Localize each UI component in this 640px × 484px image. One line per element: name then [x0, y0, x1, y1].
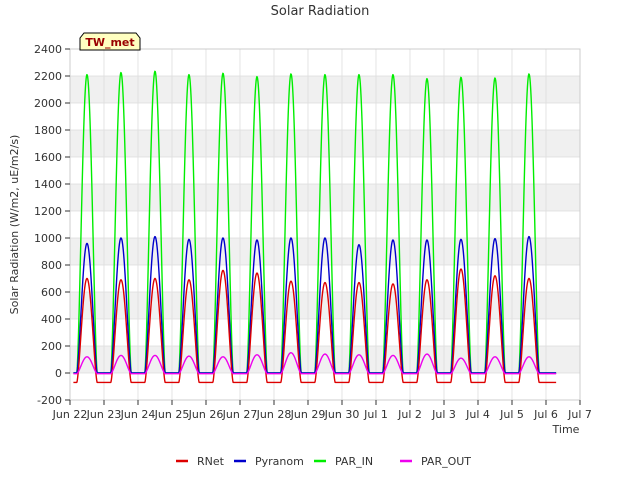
grid-band — [70, 76, 580, 103]
x-tick-label: Jun 28 — [256, 408, 292, 421]
grid-band — [70, 292, 580, 319]
legend-label-rnet: RNet — [197, 455, 225, 468]
y-tick-label: 400 — [41, 313, 62, 326]
x-tick-label: Jun 22 — [52, 408, 88, 421]
x-tick-label: Jul 5 — [499, 408, 524, 421]
y-tick-label: 0 — [55, 367, 62, 380]
y-axis: -200 0 200 400 600 800 1000 1200 1400 1600 1800 200… — [34, 43, 70, 407]
y-tick-label: 2200 — [34, 70, 62, 83]
station-label: TW_met — [85, 36, 134, 49]
plot-frame — [69, 48, 581, 401]
y-tick-label: 200 — [41, 340, 62, 353]
x-tick-label: Jun 26 — [188, 408, 224, 421]
x-tick-label: Jul 1 — [363, 408, 388, 421]
x-tick-label: Jun 24 — [120, 408, 156, 421]
x-axis-label: Time — [552, 423, 580, 436]
x-axis: Jun 22 Jun 23 Jun 24 Jun 25 Jun 26 Jun 27 Jun … — [52, 400, 592, 421]
series-line-par-out — [73, 352, 557, 375]
x-tick-label: Jun 23 — [86, 408, 122, 421]
grid-band — [70, 238, 580, 265]
series-line-rnet — [73, 268, 557, 384]
y-tick-label: 2000 — [34, 97, 62, 110]
station-badge: TW_met — [79, 32, 141, 51]
y-tick-label: 1400 — [34, 178, 62, 191]
y-tick-label: -200 — [37, 394, 62, 407]
y-tick-label: 1000 — [34, 232, 62, 245]
x-tick-label: Jul 7 — [567, 408, 592, 421]
grid-band — [70, 346, 580, 373]
legend: RNet Pyranom PAR_IN PAR_OUT — [176, 455, 471, 468]
x-tick-label: Jun 29 — [290, 408, 326, 421]
series-layer — [73, 70, 557, 384]
legend-label-pyranom: Pyranom — [255, 455, 304, 468]
grid — [69, 48, 581, 401]
grid-band — [70, 184, 580, 211]
x-tick-label: Jul 2 — [397, 408, 422, 421]
y-tick-label: 1800 — [34, 124, 62, 137]
x-tick-label: Jun 27 — [222, 408, 258, 421]
legend-label-par-out: PAR_OUT — [421, 455, 471, 468]
y-tick-label: 600 — [41, 286, 62, 299]
grid-band — [70, 130, 580, 157]
y-tick-label: 800 — [41, 259, 62, 272]
chart-title: Solar Radiation — [271, 4, 370, 19]
y-tick-label: 1200 — [34, 205, 62, 218]
y-tick-label: 2400 — [34, 43, 62, 56]
x-tick-label: Jul 4 — [465, 408, 490, 421]
x-tick-label: Jul 6 — [533, 408, 558, 421]
x-tick-label: Jun 30 — [324, 408, 360, 421]
legend-label-par-in: PAR_IN — [335, 455, 373, 468]
x-tick-label: Jul 3 — [431, 408, 456, 421]
x-tick-label: Jun 25 — [154, 408, 190, 421]
y-tick-label: 1600 — [34, 151, 62, 164]
y-axis-label: Solar Radiation (W/m2, uE/m2/s) — [8, 135, 21, 315]
